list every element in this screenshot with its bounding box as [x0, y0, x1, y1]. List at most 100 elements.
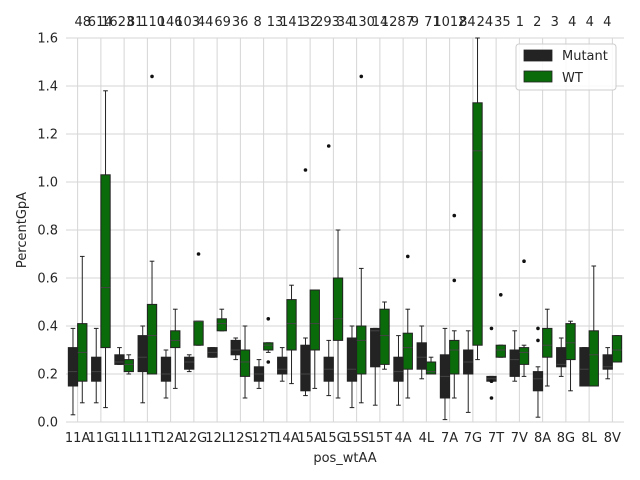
y-tick-label: 1.4 — [37, 80, 58, 95]
mutant-box-4A — [393, 335, 404, 406]
box-body — [193, 320, 204, 346]
x-tick-label: 15G — [320, 431, 347, 446]
wt-box-4L — [425, 356, 437, 375]
count-label: 1623 — [101, 15, 134, 30]
x-tick-label: 15S — [344, 431, 369, 446]
mutant-box-7G — [463, 330, 474, 413]
wt-box-7A — [449, 213, 460, 399]
wt-box-15G — [332, 229, 344, 399]
wt-box-12G — [193, 252, 204, 346]
wt-box-15A — [309, 289, 320, 389]
box-body — [611, 335, 623, 363]
y-tick-label: 1.0 — [37, 176, 58, 191]
mutant-box-8L — [579, 347, 590, 387]
count-label: 69 — [214, 15, 231, 30]
y-tick-label: 0.0 — [37, 416, 58, 431]
count-label: 4 — [603, 15, 611, 30]
wt-box-7G — [472, 37, 483, 361]
box-body — [286, 299, 297, 351]
box-body — [346, 337, 358, 382]
mutant-box-12G — [184, 354, 195, 373]
mutant-box-12S — [230, 337, 241, 361]
count-label: 32 — [302, 15, 319, 30]
box-body — [114, 354, 125, 365]
count-label: 4 — [568, 15, 576, 30]
box-body — [123, 359, 134, 373]
outlier-point — [489, 379, 494, 384]
count-label: 9 — [411, 15, 419, 30]
box-body — [67, 347, 79, 387]
box-body — [146, 303, 158, 375]
x-tick-label: 4L — [419, 431, 435, 446]
mutant-box-4L — [416, 325, 427, 380]
mutant-box-8V — [602, 347, 613, 380]
outlier-point — [405, 254, 410, 259]
count-label: 110 — [140, 15, 165, 30]
legend-swatch-mutant — [523, 49, 553, 62]
box-body — [91, 356, 102, 382]
wt-box-11A — [77, 255, 88, 404]
box-body — [309, 289, 320, 351]
count-label: 8 — [253, 15, 261, 30]
legend-label-mutant: Mutant — [562, 49, 608, 64]
legend-label-wt: WT — [562, 71, 583, 86]
x-tick-label: 11T — [135, 431, 160, 446]
y-tick-labels: 0.0 0.2 0.4 0.6 0.8 1.0 1.2 1.4 1.6 — [37, 32, 58, 431]
count-label: 48 — [74, 15, 91, 30]
x-tick-label: 11A — [65, 431, 91, 446]
count-label: 1287 — [381, 15, 414, 30]
y-tick-label: 0.8 — [37, 224, 58, 239]
box-body — [449, 339, 460, 375]
wt-box-4A — [402, 254, 413, 399]
x-tick-label: 8L — [581, 431, 597, 446]
box-body — [356, 325, 367, 375]
outlier-point — [489, 326, 494, 331]
y-tick-label: 1.2 — [37, 128, 58, 143]
y-tick-label: 0.6 — [37, 272, 58, 287]
y-tick-label: 1.6 — [37, 32, 58, 47]
mutant-box-14A — [277, 347, 288, 382]
x-tick-label: 8G — [557, 431, 575, 446]
mutant-box-7T — [486, 326, 497, 400]
count-label: 81 — [127, 15, 144, 30]
count-label: 130 — [350, 15, 375, 30]
box-body — [542, 327, 553, 358]
x-tick-label: 15A — [297, 431, 323, 446]
box-body — [300, 344, 311, 392]
mutant-box-12L — [207, 347, 218, 358]
x-tick-label: 7T — [488, 431, 504, 446]
y-tick-label: 0.2 — [37, 368, 58, 383]
box-body — [416, 342, 427, 370]
count-label: 103 — [175, 15, 200, 30]
box-body — [509, 349, 520, 377]
box-body — [579, 347, 590, 387]
x-tick-label: 7G — [464, 431, 482, 446]
box-body — [379, 308, 390, 365]
box-body — [160, 356, 172, 382]
box-body — [588, 330, 599, 387]
mutant-box-12A — [160, 349, 172, 399]
x-tick-label: 11L — [112, 431, 137, 446]
mutant-box-8A — [532, 326, 544, 418]
box-body — [263, 342, 274, 351]
outlier-point — [536, 338, 540, 343]
x-tick-label: 8V — [604, 431, 621, 446]
count-label: 34 — [337, 15, 354, 30]
outlier-point — [452, 278, 457, 283]
wt-box-15T — [379, 301, 390, 370]
count-label: 4 — [586, 15, 594, 30]
x-tick-label: 15T — [368, 431, 393, 446]
outlier-point — [196, 252, 201, 256]
count-label: 2 — [533, 15, 541, 30]
box-body — [370, 327, 381, 368]
box-body — [137, 335, 148, 373]
count-label: 3 — [551, 15, 559, 30]
count-label: 141 — [280, 15, 305, 30]
box-body — [277, 356, 288, 375]
outlier-point — [266, 360, 271, 364]
outlier-point — [150, 74, 154, 79]
wt-box-14A — [286, 284, 297, 385]
mutant-box-11L — [114, 347, 125, 365]
x-tick-label: 11G — [88, 431, 115, 446]
